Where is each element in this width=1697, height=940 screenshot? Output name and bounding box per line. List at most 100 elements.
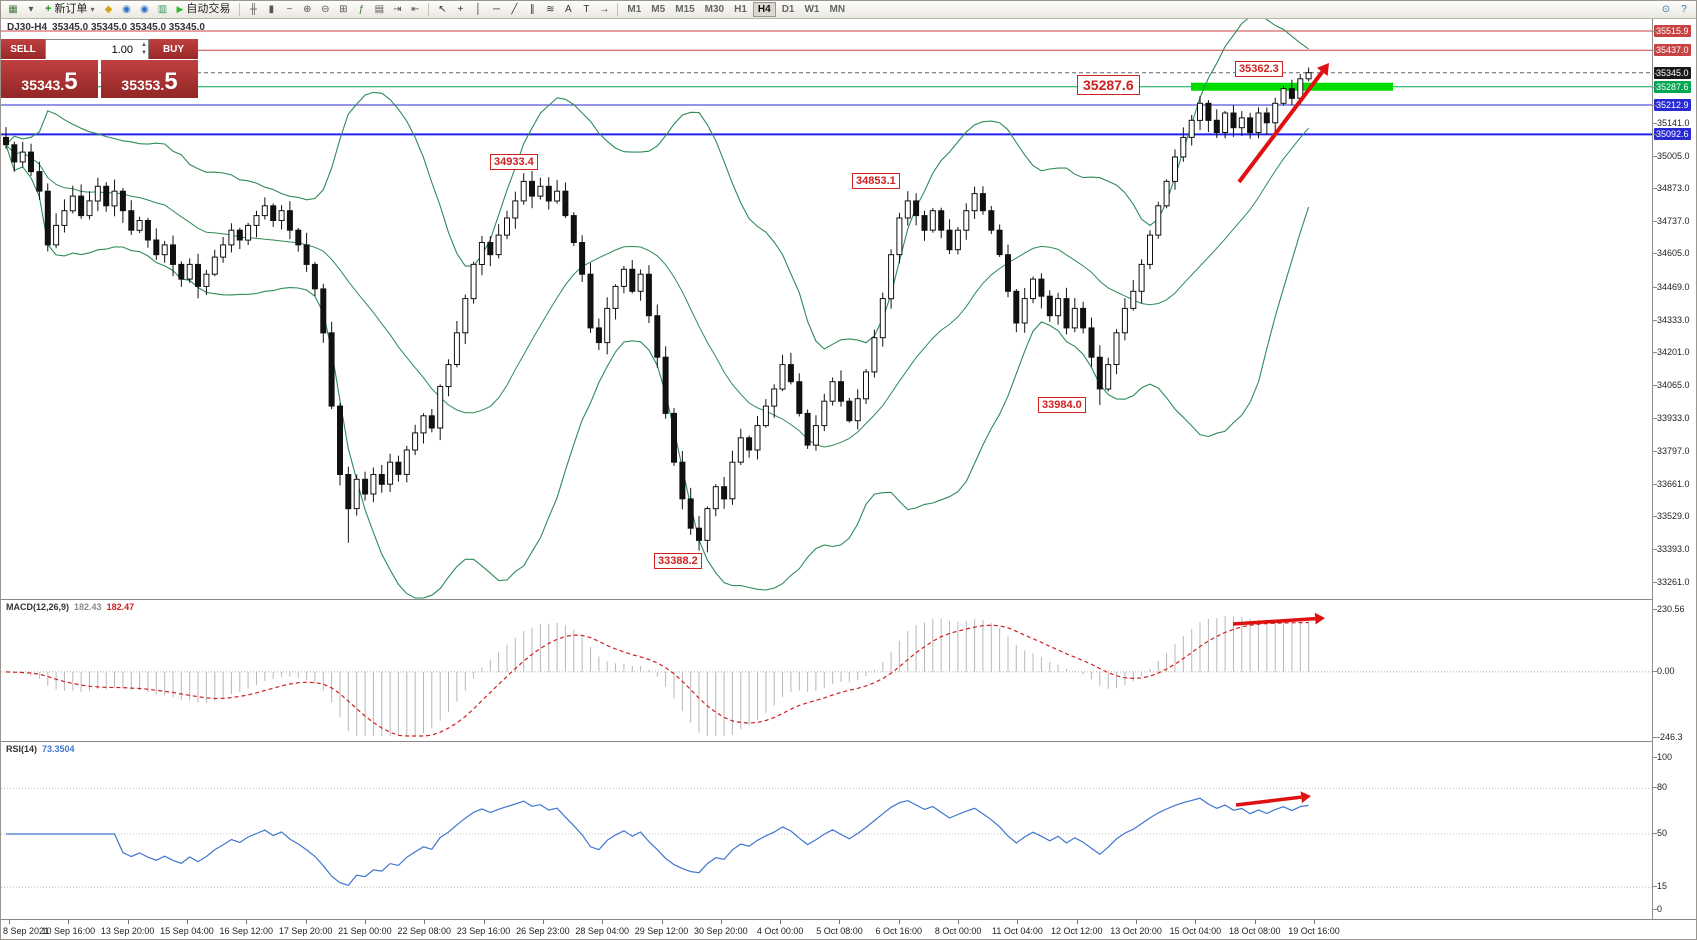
axis-tick (1653, 253, 1657, 255)
time-axis-label: 4 Oct 00:00 (756, 926, 804, 936)
auto-scroll-icon[interactable]: ⇥ (393, 3, 402, 15)
timeframe-toolbar: M1 M5 M15 M30 H1 H4 D1 W1 MN (623, 2, 849, 17)
price-axis-label: 35092.6 (1654, 128, 1691, 141)
sell-button[interactable]: SELL (1, 39, 45, 59)
buy-button[interactable]: BUY (149, 39, 198, 59)
timeframe-d1[interactable]: D1 (781, 4, 795, 15)
buy-price[interactable]: 35353. 5 (101, 60, 198, 98)
timeframe-m5[interactable]: M5 (651, 4, 666, 15)
label-icon[interactable]: T (583, 3, 590, 15)
price-axis[interactable]: 35515.9 35437.0 35345.0 35287.6 35212.9 35141… (1652, 19, 1696, 919)
axis-tick (1653, 909, 1657, 910)
tile-windows-icon[interactable]: ⊞ (339, 3, 348, 15)
cursor-icon[interactable]: ↖ (438, 3, 447, 15)
trend-arrow[interactable] (1237, 63, 1329, 184)
time-tick (780, 920, 782, 924)
time-axis-label: 22 Sep 08:00 (397, 926, 452, 936)
candlestick-chart-type-icon[interactable]: ▮ (268, 3, 275, 15)
price-axis-label: 35287.6 (1654, 80, 1691, 93)
channel-icon[interactable]: ∥ (529, 3, 535, 15)
trend-arrow[interactable] (1232, 612, 1325, 626)
price-axis-label: 0.00 (1657, 665, 1675, 676)
crosshair-icon[interactable]: + (457, 3, 464, 15)
trend-arrow[interactable] (1235, 791, 1311, 807)
time-tick (1136, 920, 1138, 924)
timeframe-m30[interactable]: M30 (704, 4, 725, 15)
volume-stepper-up[interactable]: ▲ (141, 42, 147, 48)
bar-chart-type-icon[interactable]: ╫ (249, 3, 257, 15)
price-callout[interactable]: 35362.3 (1235, 61, 1283, 77)
profile-icon[interactable]: ◉ (140, 3, 149, 15)
horizontal-line-icon[interactable]: ─ (492, 3, 500, 15)
arrows-tool-icon[interactable]: → (599, 3, 610, 15)
rsi-label: RSI(14) (6, 744, 38, 754)
favorites-icon[interactable]: ◆ (104, 3, 113, 15)
time-tick (1076, 920, 1078, 924)
macd-canvas[interactable] (1, 600, 1654, 741)
rsi-line (6, 797, 1309, 886)
rsi-value: 73.3504 (42, 744, 75, 754)
auto-trading-button[interactable]: ▶ 自动交易 (172, 2, 234, 18)
vertical-line-icon[interactable]: │ (475, 3, 482, 15)
price-callout[interactable]: 34933.4 (490, 154, 538, 170)
price-axis-label: 50 (1657, 828, 1668, 838)
timeframe-h4[interactable]: H4 (752, 2, 776, 17)
macd-signal-line (5, 621, 1309, 737)
axis-tick (1653, 483, 1657, 485)
market-watch-icon[interactable]: ▥ (157, 3, 168, 15)
axis-tick (1653, 319, 1657, 321)
macd-main-value: 182.43 (74, 602, 102, 612)
time-tick (661, 920, 663, 924)
price-axis-label: -246.3 (1657, 732, 1683, 742)
timeframe-h1[interactable]: H1 (734, 4, 747, 15)
window-caret-icon[interactable]: ▾ (28, 3, 34, 15)
axis-tick (1653, 30, 1657, 32)
line-chart-type-icon[interactable]: ~ (286, 3, 293, 15)
indicators-icon[interactable]: ƒ (358, 3, 365, 15)
timeframe-mn[interactable]: MN (829, 4, 846, 15)
axis-tick (1653, 450, 1657, 452)
time-tick (839, 920, 841, 924)
new-order-label: 新订单 (54, 3, 88, 15)
sell-price[interactable]: 35343. 5 (1, 60, 98, 98)
axis-tick (1653, 86, 1657, 88)
play-icon: ▶ (176, 4, 184, 14)
axis-tick (1653, 187, 1657, 189)
axis-tick (1653, 737, 1657, 738)
fibonacci-icon[interactable]: ≋ (546, 3, 555, 15)
macd-panel: MACD(12,26,9) 182.43 182.47 (1, 599, 1654, 741)
zoom-out-icon[interactable]: ⊖ (321, 3, 330, 15)
volume-stepper-down[interactable]: ▼ (141, 50, 147, 56)
main-chart-canvas[interactable] (1, 19, 1654, 599)
chart-shift-icon[interactable]: ⇤ (411, 3, 420, 15)
symbol-period-label: DJ30-H4 (7, 22, 48, 33)
trendline-icon[interactable]: ╱ (511, 3, 518, 15)
timeframe-m1[interactable]: M1 (627, 4, 642, 15)
timeframe-w1[interactable]: W1 (804, 4, 820, 15)
templates-icon[interactable]: ▤ (374, 3, 385, 15)
price-callout[interactable]: 33388.2 (654, 553, 702, 569)
toolbar-separator (239, 3, 241, 16)
community-icon[interactable]: ◉ (122, 3, 131, 15)
help-icon[interactable]: ? (1681, 3, 1687, 15)
time-axis[interactable]: 8 Sep 2021 10 Sep 16:00 13 Sep 20:00 15 Sep… (1, 919, 1696, 939)
price-callout[interactable]: 34853.1 (852, 173, 900, 189)
price-axis-label: 35515.9 (1654, 24, 1691, 37)
time-axis-label: 5 Oct 08:00 (816, 926, 863, 936)
timeframe-m15[interactable]: M15 (675, 4, 695, 15)
chart-window-icon[interactable]: ▦ (8, 3, 18, 15)
text-icon[interactable]: A (565, 3, 572, 15)
axis-tick (1653, 352, 1657, 354)
price-axis-label: 34605.0 (1657, 248, 1690, 259)
axis-tick (1653, 670, 1657, 672)
new-order-button[interactable]: + 新订单 ▾ (41, 2, 98, 18)
rsi-canvas[interactable] (1, 742, 1654, 919)
price-callout[interactable]: 35287.6 (1077, 75, 1140, 95)
price-callout[interactable]: 33984.0 (1038, 397, 1086, 413)
horizontal-line-objects[interactable] (1, 30, 1654, 136)
price-axis-label: 35345.0 (1654, 66, 1691, 79)
zoom-in-icon[interactable]: ⊕ (303, 3, 312, 15)
toolbar-right-group: ⊙? (1658, 2, 1692, 18)
volume-input[interactable] (46, 41, 148, 59)
search-icon[interactable]: ⊙ (1661, 3, 1671, 15)
